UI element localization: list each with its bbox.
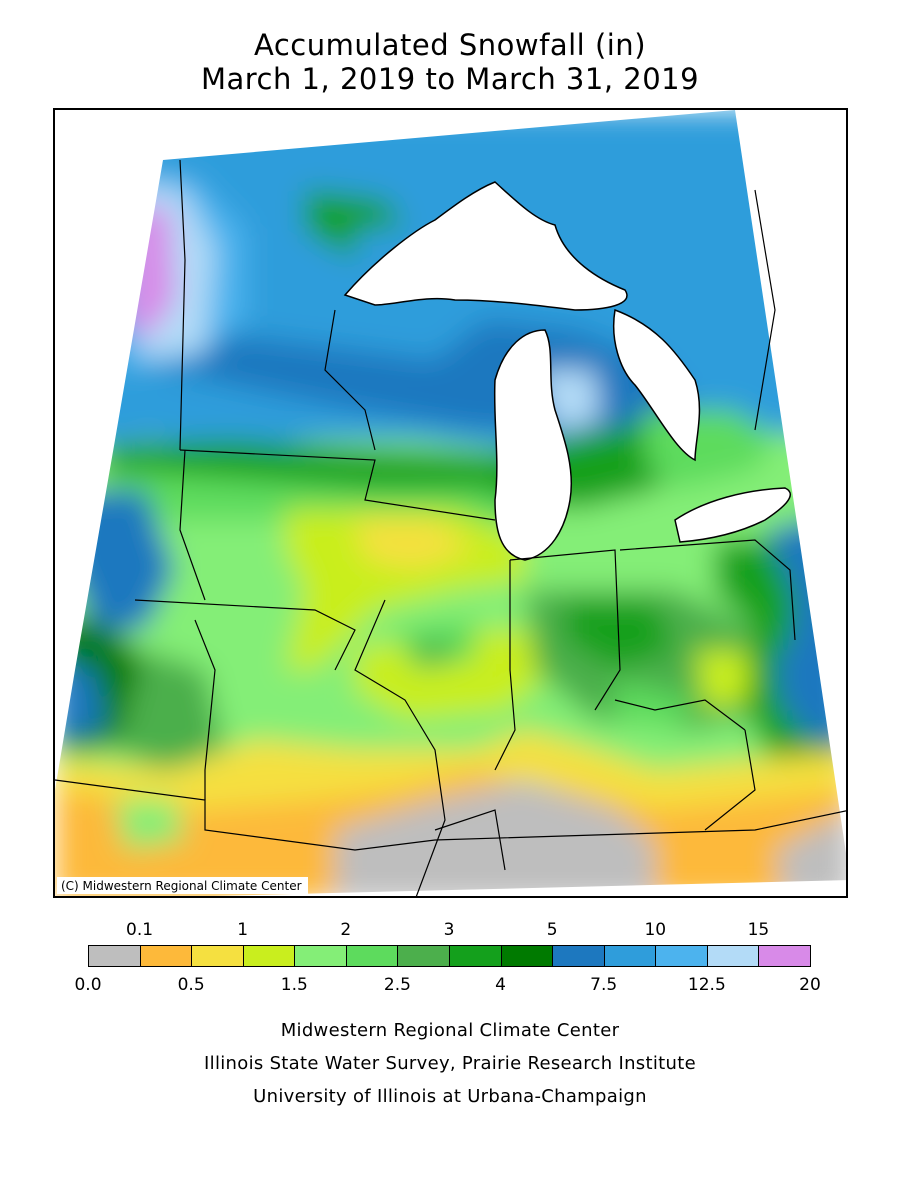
legend-swatch xyxy=(449,945,502,967)
legend-tick-label: 3 xyxy=(443,920,455,940)
legend-swatch xyxy=(345,945,399,967)
footer-line-2: Illinois State Water Survey, Prairie Res… xyxy=(204,1053,696,1074)
legend-tick-label: 20 xyxy=(799,975,821,995)
lake-huron xyxy=(612,308,701,462)
legend-tick-label: 1 xyxy=(237,920,249,940)
color-legend xyxy=(88,945,811,969)
map-copyright: (C) Midwestern Regional Climate Center xyxy=(57,877,308,894)
legend-tick-label: 0.1 xyxy=(126,920,154,940)
legend-tick-label: 7.5 xyxy=(590,975,618,995)
lake-erie xyxy=(674,487,792,543)
footer-line-1: Midwestern Regional Climate Center xyxy=(280,1020,620,1041)
snowfall-map: (C) Midwestern Regional Climate Center xyxy=(53,108,848,898)
legend-swatch xyxy=(603,945,657,967)
lake-michigan xyxy=(493,329,573,561)
legend-tick-label: 1.5 xyxy=(280,975,308,995)
legend-tick-label: 12.5 xyxy=(687,975,726,995)
legend-tick-label: 2 xyxy=(340,920,352,940)
legend-swatch xyxy=(706,945,760,967)
legend-swatch xyxy=(552,945,605,967)
legend-swatch xyxy=(242,945,296,967)
legend-tick-label: 10 xyxy=(644,920,667,940)
map-title: Accumulated Snowfall (in) xyxy=(253,28,647,62)
legend-swatch xyxy=(500,945,554,967)
legend-swatch xyxy=(397,945,450,967)
legend-tick-label: 15 xyxy=(747,920,770,940)
legend-tick-label: 2.5 xyxy=(383,975,411,995)
map-date-range: March 1, 2019 to March 31, 2019 xyxy=(200,62,700,96)
legend-swatch xyxy=(655,945,708,967)
legend-swatch xyxy=(191,945,244,967)
legend-tick-label: 0.5 xyxy=(177,975,205,995)
legend-swatch xyxy=(139,945,193,967)
footer-line-3: University of Illinois at Urbana-Champai… xyxy=(253,1086,647,1107)
legend-swatch xyxy=(88,945,141,967)
legend-tick-label: 0.0 xyxy=(74,975,102,995)
lake-superior xyxy=(343,181,628,311)
legend-swatch xyxy=(294,945,347,967)
legend-tick-label: 5 xyxy=(546,920,558,940)
legend-tick-label: 4 xyxy=(495,975,506,995)
legend-swatch xyxy=(758,945,811,967)
